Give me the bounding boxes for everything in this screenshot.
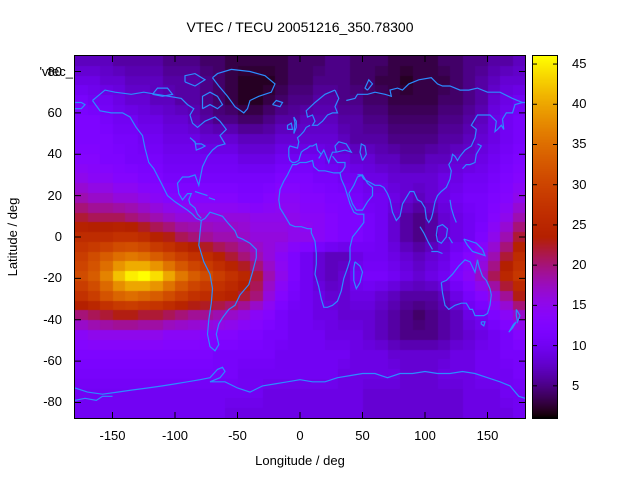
colorbar-tick-label: 5 — [572, 377, 580, 393]
colorbar-tick-label: 15 — [572, 297, 587, 313]
colorbar-tick-label: 35 — [572, 136, 587, 152]
coastline-path — [194, 190, 208, 197]
y-tick-label: 80 — [47, 63, 62, 79]
colorbar-tick-label: 25 — [572, 216, 587, 232]
coastline-path — [184, 72, 207, 87]
y-tick-label: 60 — [47, 104, 62, 120]
coastline-path — [448, 236, 454, 244]
coastline-path — [288, 124, 337, 165]
coastline-path — [305, 89, 340, 126]
coastline-path — [346, 77, 525, 104]
coastline-path — [462, 143, 483, 170]
colorbar-gradient — [533, 56, 557, 418]
coastline-path — [359, 142, 367, 161]
coastline-path — [92, 89, 228, 219]
coastline-path — [92, 100, 202, 222]
x-tick-label: -150 — [99, 428, 126, 443]
coastline-path — [201, 91, 224, 110]
key-label: 'vtec_ — [39, 64, 73, 79]
x-tick-label: 50 — [355, 428, 370, 443]
x-tick-label: 0 — [296, 428, 304, 443]
coastline-path — [75, 395, 113, 402]
x-axis-label: Longitude / deg — [255, 453, 345, 468]
coastline-path — [435, 223, 449, 244]
coastline-path — [272, 99, 284, 108]
colorbar-tick-label: 45 — [572, 56, 587, 72]
colorbar-ticks — [533, 63, 557, 387]
y-tick-label: -60 — [43, 353, 62, 369]
coastline-path — [189, 137, 207, 151]
plot-title: VTEC / TECU 20051216_350.78300 — [186, 19, 414, 35]
colorbar-tick-label: 30 — [572, 176, 587, 192]
coastline-path — [353, 261, 364, 291]
coastline-path — [348, 174, 374, 211]
coastline-path — [75, 101, 86, 110]
y-tick-label: 20 — [47, 187, 62, 203]
coastline-path — [293, 116, 297, 134]
y-tick-label: 0 — [54, 229, 62, 244]
coastline-path — [440, 259, 492, 317]
y-axis-label: Latitude / deg — [5, 197, 20, 277]
coastline-path — [449, 199, 457, 223]
x-tick-label: 100 — [414, 428, 436, 443]
coastline-path — [508, 321, 517, 333]
plot-area — [74, 55, 526, 419]
coastline-overlay — [75, 56, 525, 418]
coastline-path — [463, 238, 487, 257]
coastline-path — [480, 321, 486, 327]
coastline-path — [208, 197, 216, 201]
y-tick-label: 40 — [47, 146, 62, 162]
coastline-path — [212, 68, 276, 114]
coastline-path — [364, 78, 374, 91]
coastline-path — [419, 226, 434, 250]
coastline-path — [152, 87, 174, 97]
y-tick-label: -20 — [43, 270, 62, 286]
coastline-path — [198, 211, 257, 352]
x-tick-label: -100 — [161, 428, 189, 443]
coastline-path — [357, 101, 523, 224]
coastline-path — [286, 122, 294, 131]
coastline-path — [278, 159, 365, 308]
coastline-path — [75, 366, 525, 399]
y-tick-label: -80 — [43, 394, 62, 410]
heatmap-canvas — [75, 56, 525, 418]
coastline-path — [334, 141, 353, 154]
coastline-path — [515, 309, 521, 324]
coastline-path — [332, 155, 346, 174]
colorbar — [532, 55, 558, 419]
colorbar-tick-label: 10 — [572, 337, 587, 353]
x-tick-label: -50 — [228, 428, 247, 443]
colorbar-tick-label: 40 — [572, 96, 587, 112]
colorbar-tick-label: 20 — [572, 257, 587, 273]
coastline-path — [431, 250, 443, 255]
x-tick-label: 150 — [476, 428, 499, 443]
y-tick-label: -40 — [43, 311, 62, 327]
